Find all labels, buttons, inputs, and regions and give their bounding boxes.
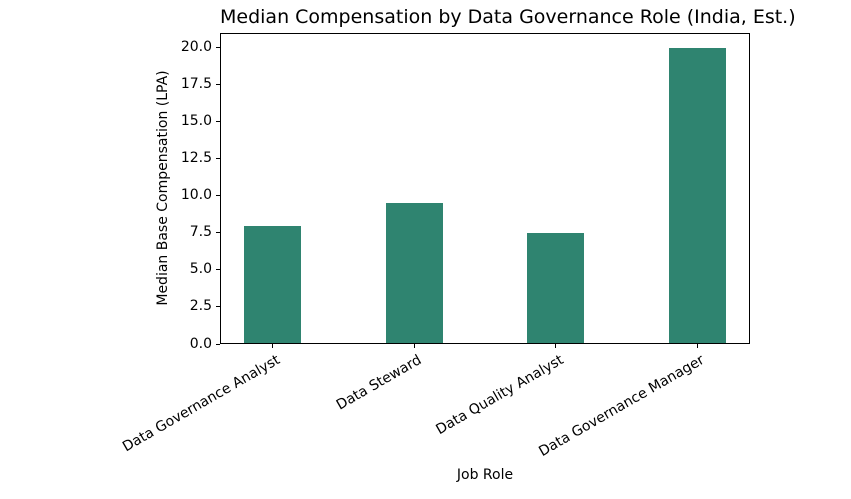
- bar: [243, 225, 301, 343]
- y-tick-label: 15.0: [180, 113, 212, 130]
- x-tick-mark: [697, 344, 699, 348]
- x-tick-mark: [271, 344, 273, 348]
- y-tick-label: 20.0: [180, 39, 212, 56]
- plot-area: [220, 33, 750, 344]
- y-tick-mark: [216, 84, 220, 86]
- x-tick-mark: [413, 344, 415, 348]
- y-tick-label: 5.0: [189, 261, 212, 278]
- y-tick-label: 0.0: [189, 335, 212, 352]
- x-tick-label: Data Quality Analyst: [432, 352, 566, 439]
- y-tick-label: 7.5: [189, 224, 212, 241]
- chart-title: Median Compensation by Data Governance R…: [220, 6, 796, 28]
- y-tick-mark: [216, 232, 220, 234]
- y-tick-label: 2.5: [189, 298, 212, 315]
- y-tick-mark: [216, 158, 220, 160]
- y-tick-mark: [216, 195, 220, 197]
- x-tick-mark: [555, 344, 557, 348]
- y-tick-label: 10.0: [180, 187, 212, 204]
- y-tick-mark: [216, 343, 220, 345]
- y-tick-label: 12.5: [180, 150, 212, 167]
- bar: [669, 47, 727, 343]
- y-tick-mark: [216, 269, 220, 271]
- y-tick-label: 17.5: [180, 76, 212, 93]
- y-tick-mark: [216, 306, 220, 308]
- x-axis-label: Job Role: [456, 467, 514, 483]
- x-tick-label: Data Steward: [333, 352, 425, 414]
- bar: [385, 203, 443, 343]
- bar: [527, 232, 585, 343]
- x-tick-label: Data Governance Analyst: [119, 352, 283, 456]
- y-tick-mark: [216, 47, 220, 49]
- y-tick-mark: [216, 121, 220, 123]
